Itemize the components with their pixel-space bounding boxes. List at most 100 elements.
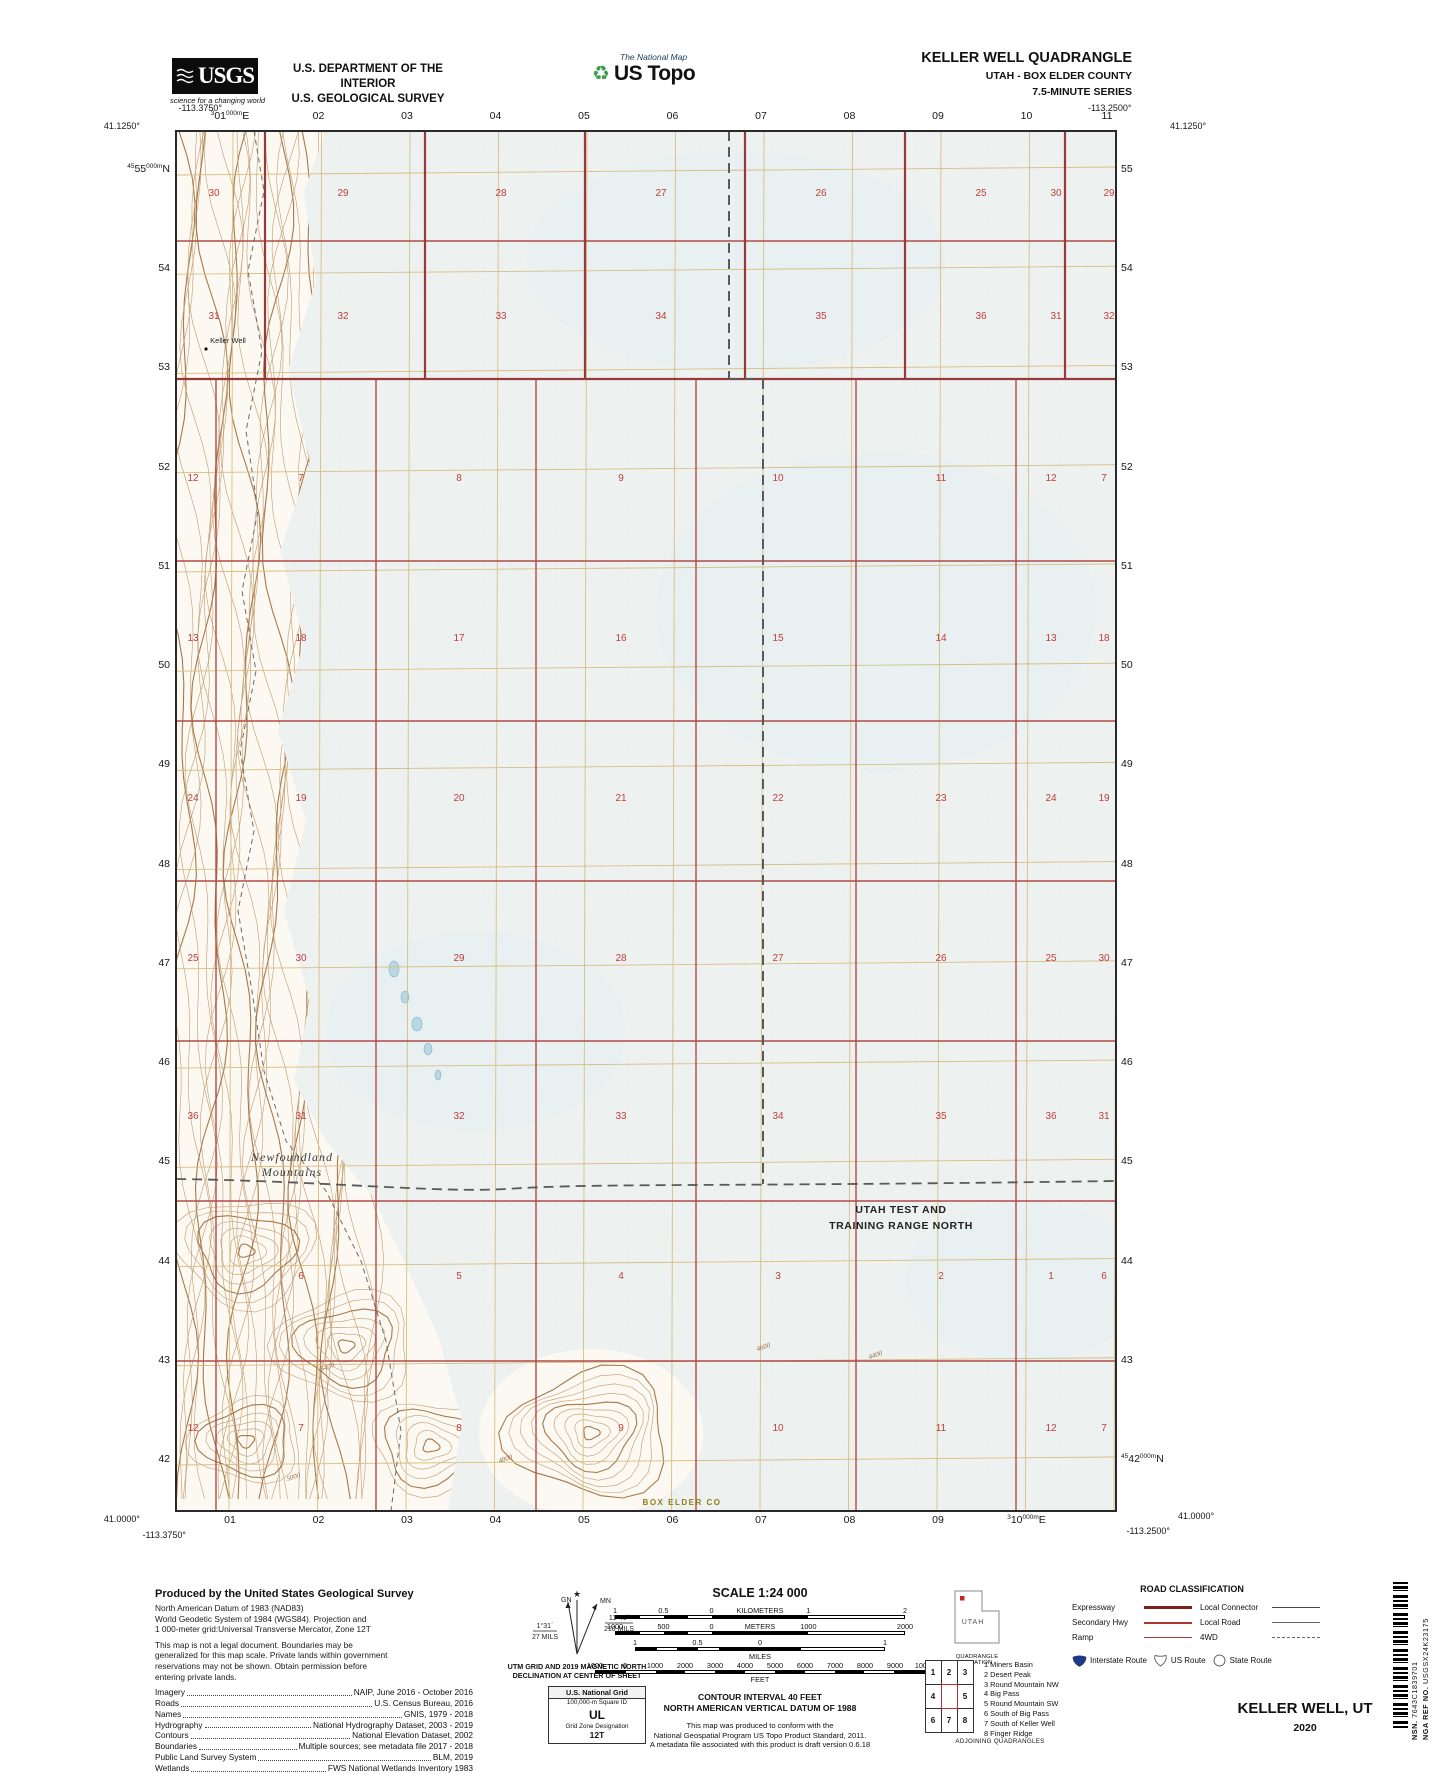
adjoining-grid-cell: 7 [940,1707,958,1733]
section-number: 3 [775,1271,781,1282]
section-number: 33 [495,311,507,322]
place-label-county: BOX ELDER CO [643,1498,722,1507]
section-number: 24 [187,793,199,804]
svg-text:MN: MN [600,1598,611,1605]
usng-square-id: UL [589,1708,605,1722]
quadrangle-location: UTAH QUADRANGLE LOCATION [942,1588,1012,1666]
road-line-local [1272,1622,1320,1623]
grid-label-left: 46 [158,1056,170,1069]
road-class-row: Secondary Hwy [1072,1615,1192,1630]
section-number: 34 [655,311,667,322]
credit-dots [204,1720,311,1729]
credit-dots [191,1763,326,1772]
section-number: 32 [453,1111,465,1122]
usgs-tagline: science for a changing world [170,96,266,105]
scale-bar [615,1615,905,1619]
section-number: 27 [655,188,667,199]
grid-label-right: 52 [1121,460,1133,473]
corner-top-right-lon: -113.2500° [1088,103,1132,113]
scale-tick-label: 0 [709,1606,714,1615]
corner-bottom-right-lon: -113.2500° [1126,1526,1170,1536]
credit-row: Roads U.S. Census Bureau, 2016 [155,1698,473,1709]
well-icon [204,347,208,351]
section-number: 34 [772,1111,784,1122]
adjoining-quad-name: 5 Round Mountain SW [984,1699,1059,1709]
scale-bar-segment [655,1671,686,1673]
scale-bar-segment [715,1671,746,1673]
adjoining-quadrangles-caption: ADJOINING QUADRANGLES [955,1738,1045,1745]
grid-label-right: 54 [1121,262,1133,275]
adjoining-grid-cell: 5 [956,1683,974,1709]
conformance-note: This map was produced to conform with th… [560,1721,960,1750]
scale-bar-segment [718,1648,802,1650]
scale-tick-label: 4000 [736,1661,754,1670]
dept-line1: U.S. DEPARTMENT OF THE INTERIOR [293,63,443,90]
scale-bar-segment [697,1648,719,1650]
scale-bar [635,1647,885,1651]
scale-bar-segment [616,1616,640,1618]
section-number: 22 [772,793,784,804]
section-number: 11 [936,473,947,484]
road-line-secondary [1144,1621,1192,1624]
datum-line: entering private lands. [155,1671,237,1682]
us-shield-icon [1154,1655,1167,1667]
scale-bar-segment [636,1648,657,1650]
road-class-label: Ramp [1072,1633,1094,1642]
grid-label-top: 03 [401,110,413,122]
credit-value: NAIP, June 2016 - October 2016 [353,1687,473,1698]
grid-label-top: 08 [843,110,856,122]
svg-text:27 MILS: 27 MILS [532,1634,558,1641]
scale-tick-label: 7000 [826,1661,844,1670]
section-number: 6 [298,1271,304,1282]
section-number: 29 [1103,188,1115,199]
scale-tick-label: 0 [757,1638,763,1647]
credit-value: National Hydrography Dataset, 2003 - 201… [312,1719,473,1730]
credit-dots [180,1698,373,1707]
grid-label-right: 45 [1121,1155,1133,1168]
section-number: 33 [615,1111,627,1122]
grid-label-top: 02 [312,110,325,122]
datum-line: generalized for this map scale. Private … [155,1650,388,1661]
section-number: 25 [975,188,987,199]
svg-text:UTAH: UTAH [962,1619,985,1626]
section-number: 31 [1098,1111,1110,1122]
grid-label-right: 53 [1121,361,1133,374]
road-class-row: 4WD [1200,1630,1320,1645]
section-number: 16 [615,633,627,644]
scale-bar-segment [664,1632,688,1634]
scale-bar-segment [804,1671,835,1673]
grid-label-bottom: 02 [312,1514,325,1526]
credit-value: FWS National Wetlands Inventory 1983 [327,1762,473,1773]
adjoining-grid-cell: 8 [956,1707,974,1733]
scale-bar-segment [596,1671,626,1673]
section-number: 5 [456,1271,462,1282]
scale-bar-segment [625,1671,656,1673]
conformance-line: A metadata file associated with this pro… [649,1740,871,1750]
grid-label-bottom: 04 [489,1514,502,1526]
nga-ref-text: NGA REF NO. USGSX24K23175 [1421,1618,1430,1740]
section-number: 10 [772,473,784,484]
section-number: 28 [495,188,507,199]
scale-bar-segment [687,1616,712,1618]
quad-title: KELLER WELL QUADRANGLE [921,50,1132,66]
data-credits: Imagery NAIP, June 2016 - October 2016 Roa… [155,1687,473,1773]
scale-bar-segment [834,1671,865,1673]
section-number: 7 [1101,473,1107,484]
section-number: 11 [936,1423,947,1434]
credit-dots [186,1687,352,1696]
scale-tick-label: 6000 [796,1661,814,1670]
scale-tick-label: 2000 [896,1622,914,1631]
grid-label-bottom: 07 [755,1514,767,1526]
scale-bar-segment [664,1616,688,1618]
scale-bar-segment [677,1648,698,1650]
quad-location-marker [960,1596,965,1601]
credit-row: Wetlands FWS National Wetlands Inventory … [155,1763,473,1774]
section-number: 35 [815,311,827,322]
department-heading: U.S. DEPARTMENT OF THE INTERIOR U.S. GEO… [278,62,458,107]
section-number: 2 [938,1271,944,1282]
scale-title: SCALE 1:24 000 [712,1586,808,1600]
road-line-fourwd [1272,1637,1320,1638]
route-shield-interstate: Interstate Route [1072,1654,1147,1667]
producer-title: Produced by the United States Geological… [155,1588,414,1600]
road-line-ramp [1144,1637,1192,1638]
